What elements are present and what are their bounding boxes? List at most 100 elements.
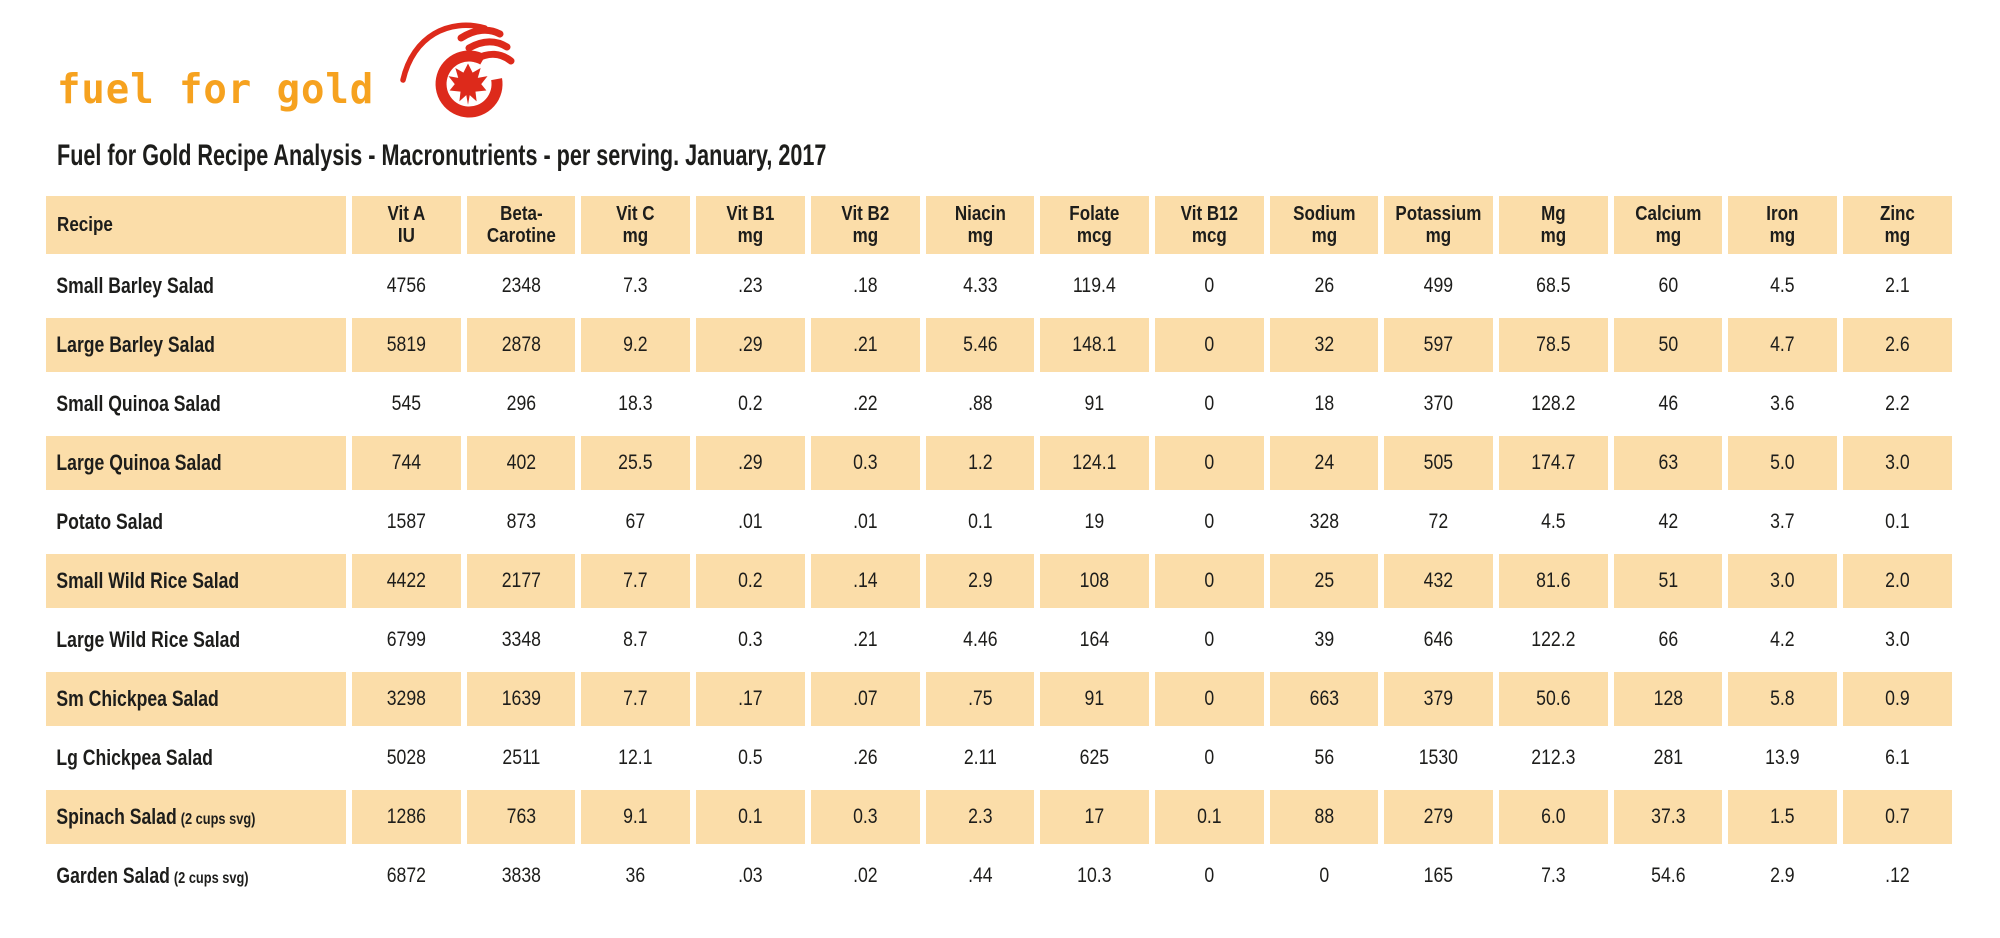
nutrient-value: 13.9 (1765, 746, 1800, 769)
nutrient-value: 46 (1658, 392, 1678, 415)
nutrient-value: 66 (1658, 628, 1678, 651)
nutrient-value: 1530 (1419, 746, 1459, 769)
nutrient-value: 19 (1084, 510, 1105, 533)
nutrient-value-cell: 72 (1384, 495, 1493, 549)
nutrient-value: 108 (1079, 569, 1110, 592)
nutrient-value: 3.0 (1770, 569, 1796, 592)
column-header-unit: mcg (1191, 225, 1227, 247)
recipe-name: Large Quinoa Salad (56, 450, 222, 475)
nutrient-value-cell: 67 (581, 495, 690, 549)
nutrient-value: 3.0 (1885, 628, 1910, 651)
nutrient-value-cell: 3348 (467, 613, 576, 667)
nutrient-value: 56 (1314, 746, 1334, 769)
nutrient-value: 0 (1319, 864, 1329, 887)
nutrient-value: 25 (1314, 569, 1334, 592)
nutrient-value-cell: 370 (1384, 377, 1493, 431)
column-header: Vit B12 mcg (1154, 196, 1264, 254)
nutrient-value: 646 (1423, 628, 1454, 651)
column-header-label: Vit B1 (726, 203, 775, 225)
nutrient-value-cell: 18.3 (581, 377, 690, 431)
column-header-unit: mg (967, 225, 993, 247)
nutrient-value: 1.2 (967, 451, 993, 474)
nutrient-value: 6872 (386, 864, 426, 887)
nutrient-value-cell: 5028 (352, 731, 461, 785)
nutrient-value: 0.3 (852, 805, 878, 828)
nutrient-value: 7.3 (623, 274, 649, 297)
nutrient-value-cell: 124.1 (1040, 436, 1149, 490)
nutrient-value-cell: 54.6 (1614, 849, 1723, 903)
nutrient-value-cell: 37.3 (1613, 790, 1723, 844)
nutrient-value: 7.7 (623, 569, 649, 592)
nutrient-value: .17 (738, 687, 763, 710)
nutrient-value-cell: 5819 (352, 318, 461, 372)
nutrient-value: 2.9 (967, 569, 993, 592)
nutrient-value: .02 (852, 864, 878, 887)
nutrient-value-cell: 4.5 (1728, 259, 1837, 313)
brand-header: fuel for gold (57, 14, 521, 118)
nutrient-value-cell: 25 (1269, 554, 1379, 608)
column-header-unit: mg (623, 225, 649, 247)
nutrient-value: 4.5 (1770, 274, 1796, 297)
nutrient-value: 296 (506, 392, 536, 415)
nutrient-value-cell: 646 (1384, 613, 1493, 667)
column-header-unit: mg (1655, 225, 1681, 247)
nutrient-value-cell: 6799 (352, 613, 461, 667)
column-header-label: Sodium (1292, 203, 1356, 225)
nutrient-value-cell: 0 (1155, 495, 1264, 549)
nutrient-value-cell: 7.3 (1499, 849, 1608, 903)
nutrient-value-cell: 4.2 (1728, 613, 1837, 667)
recipe-name-cell: Garden Salad (2 cups svg) (46, 849, 346, 903)
nutrient-value: 0.3 (852, 451, 878, 474)
nutrient-value-cell: 165 (1384, 849, 1493, 903)
nutrient-value: 6.0 (1541, 805, 1566, 828)
nutrient-value: 174.7 (1531, 451, 1576, 474)
maple-leaf-swoosh-icon (400, 22, 515, 118)
nutrient-value: 2177 (501, 569, 541, 592)
nutrient-value: 0.5 (738, 746, 763, 769)
nutrient-value: 3.6 (1770, 392, 1796, 415)
nutrient-value-cell: 60 (1614, 259, 1723, 313)
swoosh-ring-icon (435, 50, 503, 118)
nutrient-value-cell: 6.1 (1843, 731, 1952, 785)
nutrient-value: 5.8 (1770, 687, 1796, 710)
nutrient-value: 0.2 (738, 392, 763, 415)
nutrient-value-cell: .23 (696, 259, 805, 313)
nutrient-value-cell: 119.4 (1040, 259, 1149, 313)
column-header: Mg mg (1499, 196, 1608, 254)
nutrient-value-cell: .22 (811, 377, 920, 431)
nutrient-value-cell: 1587 (352, 495, 461, 549)
nutrient-value: 165 (1423, 864, 1454, 887)
nutrient-value: 499 (1423, 274, 1454, 297)
nutrient-value-cell: 2878 (466, 318, 576, 372)
recipe-name: Garden Salad (56, 863, 170, 888)
nutrient-value: 0 (1204, 274, 1215, 297)
nutrient-value-cell: 32 (1269, 318, 1379, 372)
nutrient-value-cell: 1.5 (1728, 790, 1838, 844)
nutrient-value-cell: 499 (1384, 259, 1493, 313)
nutrient-value-cell: 432 (1384, 554, 1494, 608)
nutrient-value: 7.3 (1541, 864, 1566, 887)
recipe-name-cell: Lg Chickpea Salad (46, 731, 346, 785)
nutrient-value-cell: 0 (1155, 613, 1264, 667)
nutrient-value-cell: .14 (810, 554, 920, 608)
nutrient-value-cell: 7.7 (581, 672, 691, 726)
nutrient-value: 4.7 (1770, 333, 1796, 356)
nutrient-value: 164 (1079, 628, 1110, 651)
nutrient-value: 281 (1653, 746, 1683, 769)
column-header-label: Recipe (57, 214, 113, 236)
nutrient-value-cell: 505 (1384, 436, 1494, 490)
nutrient-value: 2.1 (1885, 274, 1910, 297)
nutrient-value-cell: 0 (1270, 849, 1379, 903)
nutrient-value-cell: 25.5 (581, 436, 691, 490)
nutrient-value: 36 (625, 864, 646, 887)
nutrient-value-cell: 6872 (352, 849, 461, 903)
nutrient-value-cell: 0.1 (926, 495, 1035, 549)
nutrient-value: 744 (391, 451, 422, 474)
column-header-unit: mg (737, 225, 764, 247)
nutrient-value-cell: 0 (1155, 377, 1264, 431)
recipe-name: Small Quinoa Salad (56, 391, 221, 416)
nutrient-value: 32 (1314, 333, 1334, 356)
nutrient-value: 432 (1423, 569, 1454, 592)
nutrient-value: 60 (1658, 274, 1678, 297)
column-header-unit: mg (1540, 225, 1567, 247)
